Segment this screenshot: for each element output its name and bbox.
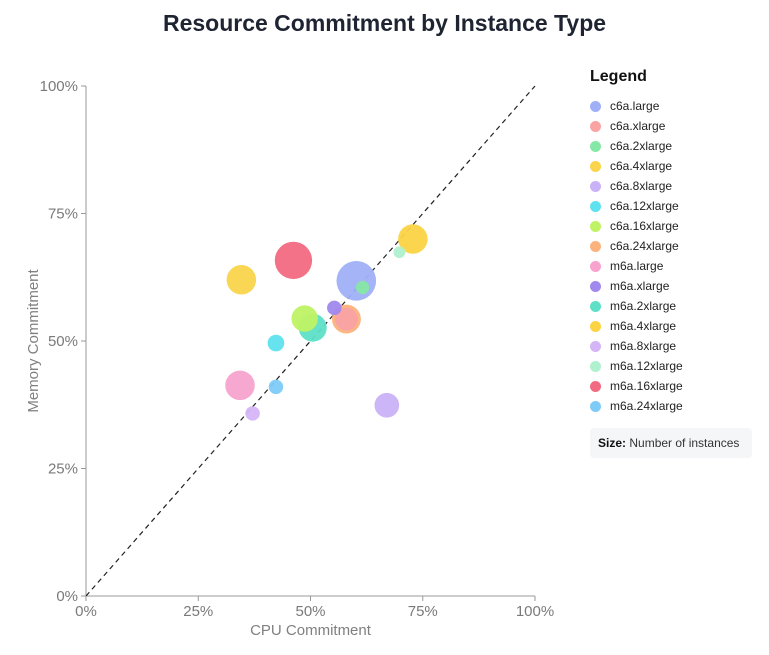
- point-m6a-12xlarge[interactable]: [393, 246, 406, 259]
- legend-label: c6a.24xlarge: [610, 239, 679, 253]
- size-note: Size: Number of instances: [590, 428, 752, 458]
- point-c6a-xlarge[interactable]: [334, 307, 358, 331]
- point-m6a-8xlarge[interactable]: [245, 406, 260, 421]
- legend-label: c6a.xlarge: [610, 119, 666, 133]
- legend-title: Legend: [590, 68, 647, 85]
- legend-label: c6a.12xlarge: [610, 199, 679, 213]
- legend-swatch: [590, 280, 601, 292]
- legend-item-c6a-large[interactable]: c6a.large: [590, 96, 769, 116]
- legend-item-c6a-12xlarge[interactable]: c6a.12xlarge: [590, 196, 769, 216]
- point-m6a-16xlarge[interactable]: [274, 241, 313, 280]
- size-note-label: Size:: [598, 436, 627, 450]
- legend-swatch: [590, 180, 601, 192]
- legend-swatch: [590, 380, 601, 392]
- y-axis-label: Memory Commitment: [25, 268, 42, 412]
- legend-swatch: [590, 220, 601, 232]
- x-tick-label: 25%: [183, 603, 213, 620]
- legend-label: c6a.8xlarge: [610, 179, 673, 193]
- legend-item-m6a-2xlarge[interactable]: m6a.2xlarge: [590, 296, 769, 316]
- legend-swatch: [590, 160, 601, 172]
- legend-item-c6a-24xlarge[interactable]: c6a.24xlarge: [590, 236, 769, 256]
- legend-item-m6a-24xlarge[interactable]: m6a.24xlarge: [590, 396, 769, 416]
- point-m6a-xlarge[interactable]: [327, 300, 342, 316]
- axis-ticks: 0% 25% 50% 75% 100% 0% 25% 50% 75% 100%: [40, 78, 555, 620]
- legend-item-m6a-8xlarge[interactable]: m6a.8xlarge: [590, 336, 769, 356]
- legend-item-m6a-large[interactable]: m6a.large: [590, 256, 769, 276]
- legend-swatch: [590, 200, 601, 212]
- legend-label: m6a.large: [610, 259, 664, 273]
- legend-swatch: [590, 300, 601, 312]
- legend-label: m6a.16xlarge: [610, 379, 683, 393]
- legend-item-m6a-12xlarge[interactable]: m6a.12xlarge: [590, 356, 769, 376]
- legend-swatch: [590, 120, 601, 132]
- point-c6a-2xlarge[interactable]: [355, 280, 370, 295]
- legend-label: c6a.16xlarge: [610, 219, 679, 233]
- legend-item-c6a-2xlarge[interactable]: c6a.2xlarge: [590, 136, 769, 156]
- x-tick-label: 50%: [295, 603, 325, 620]
- legend-label: m6a.24xlarge: [610, 399, 683, 413]
- y-tick-label: 100%: [40, 78, 78, 95]
- legend-swatch: [590, 100, 601, 112]
- point-c6a-4xlarge[interactable]: [226, 265, 257, 295]
- point-m6a-24xlarge[interactable]: [268, 379, 284, 395]
- y-tick-label: 0%: [56, 588, 78, 605]
- legend-item-m6a-xlarge[interactable]: m6a.xlarge: [590, 276, 769, 296]
- legend-item-c6a-4xlarge[interactable]: c6a.4xlarge: [590, 156, 769, 176]
- x-tick-label: 75%: [408, 603, 438, 620]
- point-c6a-8xlarge[interactable]: [374, 392, 400, 418]
- legend-swatch: [590, 320, 601, 332]
- size-note-text: Number of instances: [629, 436, 740, 450]
- legend-item-c6a-8xlarge[interactable]: c6a.8xlarge: [590, 176, 769, 196]
- chart-title: Resource Commitment by Instance Type: [162, 10, 607, 36]
- x-tick-label: 0%: [75, 603, 97, 620]
- y-tick-label: 25%: [48, 461, 78, 478]
- legend-label: c6a.large: [610, 99, 660, 113]
- legend-label: c6a.2xlarge: [610, 139, 673, 153]
- legend-swatch: [590, 400, 601, 412]
- y-tick-label: 75%: [48, 206, 78, 223]
- legend-swatch: [590, 240, 601, 252]
- legend-label: m6a.2xlarge: [610, 299, 677, 313]
- legend-label: m6a.12xlarge: [610, 359, 683, 373]
- legend-label: m6a.8xlarge: [610, 339, 677, 353]
- x-axis-label: CPU Commitment: [250, 622, 372, 639]
- legend-label: c6a.4xlarge: [610, 159, 673, 173]
- point-c6a-large[interactable]: [336, 261, 377, 301]
- x-tick-label: 100%: [516, 603, 554, 620]
- legend-item-c6a-xlarge[interactable]: c6a.xlarge: [590, 116, 769, 136]
- legend-item-m6a-16xlarge[interactable]: m6a.16xlarge: [590, 376, 769, 396]
- legend-swatch: [590, 140, 601, 152]
- point-c6a-16xlarge[interactable]: [291, 305, 318, 332]
- legend-item-m6a-4xlarge[interactable]: m6a.4xlarge: [590, 316, 769, 336]
- legend-label: m6a.xlarge: [610, 279, 670, 293]
- legend-items: c6a.large c6a.xlarge c6a.2xlarge c6a.4xlarg…: [590, 96, 769, 416]
- point-m6a-large[interactable]: [225, 370, 255, 401]
- legend-swatch: [590, 360, 601, 372]
- y-tick-label: 50%: [48, 333, 78, 350]
- legend-label: m6a.4xlarge: [610, 319, 677, 333]
- legend-swatch: [590, 340, 601, 352]
- legend-item-c6a-16xlarge[interactable]: c6a.16xlarge: [590, 216, 769, 236]
- legend-swatch: [590, 260, 601, 272]
- point-c6a-12xlarge[interactable]: [267, 334, 285, 352]
- point-m6a-4xlarge[interactable]: [398, 224, 428, 254]
- data-points: [225, 224, 428, 421]
- legend: Legend c6a.large c6a.xlarge c6a.2xlarge c6a…: [590, 68, 769, 458]
